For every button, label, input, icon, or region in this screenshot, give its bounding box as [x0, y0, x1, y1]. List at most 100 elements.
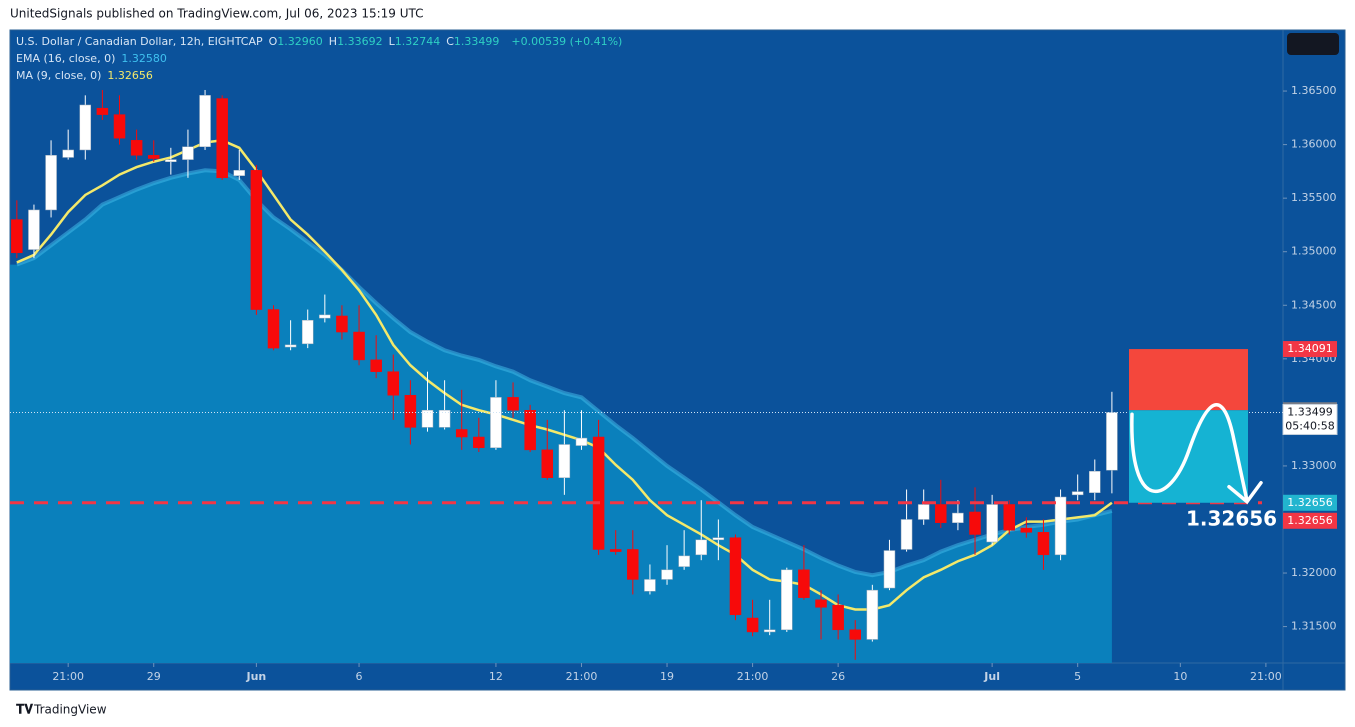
candle-body	[712, 537, 725, 541]
candle-body	[113, 114, 126, 139]
candle-body	[147, 155, 160, 159]
candle-body	[250, 170, 263, 310]
candle-body	[1054, 496, 1067, 556]
candle-body	[917, 504, 930, 520]
candle-body	[421, 409, 434, 428]
y-tick-label: 1.35000	[1291, 245, 1337, 258]
candle-body	[986, 504, 998, 543]
candle-body	[969, 511, 981, 535]
current-price-box	[1282, 403, 1338, 435]
candle-body	[1071, 491, 1084, 496]
ohlc-value: 1.32744	[394, 35, 441, 48]
candle-body	[781, 569, 793, 631]
candle-body	[182, 146, 194, 160]
ohlc-value: 1.33692	[337, 35, 383, 48]
candle-body	[815, 599, 827, 608]
candle-body	[284, 344, 297, 348]
candle-body	[490, 397, 502, 448]
candle-body	[541, 449, 554, 478]
candle-body	[661, 569, 673, 580]
candle-body	[609, 549, 622, 552]
x-tick-label: 29	[147, 670, 161, 683]
ema-area	[10, 170, 1112, 664]
candle-body	[575, 437, 588, 446]
x-tick-label: 21:00	[737, 670, 769, 683]
drawn-arrow	[1130, 403, 1249, 503]
ema-line	[16, 168, 1113, 578]
candle-body	[524, 409, 536, 451]
ohlc-value: 1.32960	[277, 35, 323, 48]
symbol-title: U.S. Dollar / Canadian Dollar, 12h, EIGH…	[16, 35, 263, 48]
candle-body	[849, 629, 861, 640]
y-tick-label: 1.31500	[1291, 620, 1337, 633]
ohlc-key: O	[268, 35, 278, 48]
brand-logo: 𝐓𝐕	[16, 703, 33, 718]
x-tick-label: Jul	[983, 670, 1000, 683]
candle-body	[1003, 504, 1015, 531]
ma-value: 1.32656	[107, 69, 153, 82]
candle-body	[798, 569, 810, 598]
price-label: 1.34091	[1287, 342, 1333, 355]
candle-body	[336, 315, 348, 333]
toolbar-button[interactable]	[1287, 33, 1339, 55]
x-tick-label: 6	[356, 670, 363, 683]
y-tick-label: 1.33000	[1291, 459, 1337, 472]
candle-body	[165, 159, 177, 162]
candle-body	[233, 170, 246, 176]
y-tick-label: 1.35500	[1291, 191, 1337, 204]
y-tick-label: 1.32000	[1291, 566, 1337, 579]
candle-body	[695, 539, 708, 556]
x-tick-label: 21:00	[566, 670, 598, 683]
candle-body	[404, 394, 417, 428]
candle-body	[1037, 532, 1050, 556]
price-label-box	[1283, 494, 1337, 511]
candle-body	[216, 98, 228, 179]
candle-body	[883, 550, 896, 589]
annotation: 1.32656	[1186, 506, 1277, 530]
candle-body	[644, 579, 656, 592]
publish-header: UnitedSignals published on TradingView.c…	[10, 7, 424, 21]
candle-body	[1089, 471, 1101, 493]
ema-name: EMA (16, close, 0)	[16, 52, 116, 65]
candle-body	[45, 155, 57, 211]
candle-body	[11, 219, 23, 254]
candle-body	[935, 504, 947, 523]
candle-body	[952, 512, 964, 523]
candle-body	[79, 104, 92, 151]
ema-value: 1.32580	[121, 52, 167, 65]
candle-body	[370, 359, 382, 372]
brand-name: TradingView	[33, 703, 107, 717]
price-label: 1.32656	[1287, 514, 1333, 527]
candle-body	[199, 95, 211, 147]
legend-symbol: U.S. Dollar / Canadian Dollar, 12h, EIGH…	[16, 35, 628, 49]
candle-body	[267, 309, 280, 349]
x-tick-label: 10	[1173, 670, 1187, 683]
change: +0.00539 (+0.41%)	[511, 35, 623, 48]
countdown: 05:40:58	[1285, 419, 1334, 432]
candle-body	[455, 429, 468, 438]
ohlc-key: H	[328, 35, 338, 48]
stop-zone	[1129, 349, 1248, 411]
drawn-arrowhead	[1227, 481, 1263, 505]
x-tick-label: 21:00	[52, 670, 84, 683]
price-label-box	[1283, 512, 1337, 529]
ohlc-key: C	[446, 35, 454, 48]
candle-body	[96, 107, 109, 115]
candle-body	[729, 537, 742, 616]
candle-body	[301, 320, 314, 345]
candle-body	[746, 617, 759, 633]
candle-body	[353, 331, 365, 361]
price-label: 1.32656	[1287, 496, 1333, 509]
candle-body	[28, 209, 40, 250]
candle-body	[473, 436, 485, 448]
x-tick-label: 26	[831, 670, 845, 683]
candle-body	[558, 444, 571, 478]
x-tick-label: 5	[1074, 670, 1081, 683]
candle-body	[130, 140, 143, 156]
x-tick-label: Jun	[246, 670, 267, 683]
candle-body	[900, 519, 913, 550]
ma-name: MA (9, close, 0)	[16, 69, 102, 82]
candle-body	[438, 409, 451, 428]
candle-body	[1020, 527, 1033, 533]
